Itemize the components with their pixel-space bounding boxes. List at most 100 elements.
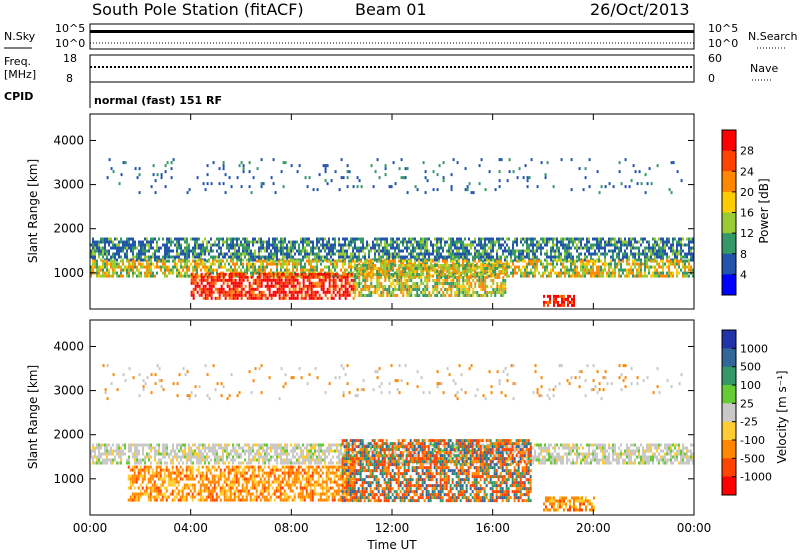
echo-cell — [376, 260, 378, 263]
echo-cell — [253, 176, 255, 179]
echo-cell — [498, 285, 500, 288]
echo-cell — [368, 256, 370, 259]
echo-cell — [310, 459, 312, 462]
echo-cell — [196, 260, 198, 263]
echo-cell — [484, 288, 486, 291]
echo-cell — [194, 256, 196, 259]
echo-cell — [366, 279, 368, 282]
echo-cell — [232, 444, 234, 447]
echo-cell — [450, 260, 452, 263]
echo-cell — [156, 241, 158, 244]
echo-cell — [380, 282, 382, 285]
echo-cell — [158, 256, 160, 259]
echo-cell — [620, 241, 622, 244]
echo-cell — [140, 459, 142, 462]
echo-cell — [656, 253, 658, 256]
colorbar-tick-label: 24 — [740, 165, 754, 178]
echo-cell — [444, 288, 446, 291]
echo-cell — [582, 260, 584, 263]
echo-cell — [308, 256, 310, 259]
echo-cell — [182, 250, 184, 253]
echo-cell — [358, 270, 360, 273]
echo-cell — [476, 244, 478, 247]
echo-cell — [268, 459, 270, 462]
echo-cell — [616, 256, 618, 259]
echo-cell — [220, 247, 222, 250]
echo-cell — [132, 263, 134, 266]
echo-cell — [311, 285, 313, 288]
echo-cell — [172, 459, 174, 462]
echo-cell — [570, 263, 572, 266]
echo-cell — [566, 250, 568, 253]
echo-cell — [370, 282, 372, 285]
echo-cell — [446, 276, 448, 279]
echo-cell — [613, 185, 615, 188]
echo-cell — [392, 253, 394, 256]
echo-cell — [644, 238, 646, 241]
echo-cell — [234, 247, 236, 250]
echo-cell — [230, 459, 232, 462]
echo-cell — [594, 260, 596, 263]
echo-cell — [434, 267, 436, 270]
echo-cell — [634, 247, 636, 250]
echo-cell — [394, 279, 396, 282]
echo-cell — [228, 453, 230, 456]
echo-cell — [558, 272, 560, 275]
echo-cell — [231, 294, 233, 297]
echo-cell — [100, 275, 102, 278]
echo-cell — [334, 241, 336, 244]
echo-cell — [580, 244, 582, 247]
echo-cell — [227, 285, 229, 288]
echo-cell — [550, 272, 552, 275]
echo-cell — [370, 247, 372, 250]
echo-cell — [502, 238, 504, 241]
echo-cell — [172, 241, 174, 244]
echo-cell — [180, 247, 182, 250]
echo-cell — [340, 269, 342, 272]
echo-cell — [200, 444, 202, 447]
echo-cell — [224, 253, 226, 256]
echo-cell — [488, 270, 490, 273]
echo-cell — [486, 267, 488, 270]
echo-cell — [484, 279, 486, 282]
echo-cell — [642, 263, 644, 266]
echo-cell — [362, 250, 364, 253]
echo-cell — [199, 294, 201, 297]
echo-cell — [186, 241, 188, 244]
echo-cell — [490, 238, 492, 241]
echo-cell — [180, 450, 182, 453]
echo-cell — [598, 244, 600, 247]
echo-cell — [182, 266, 184, 269]
echo-cell — [522, 272, 524, 275]
echo-cell — [382, 285, 384, 288]
echo-cell — [158, 444, 160, 447]
echo-cell — [203, 291, 205, 294]
echo-cell — [150, 456, 152, 459]
echo-cell — [608, 250, 610, 253]
echo-cell — [257, 285, 259, 288]
y-tick-label: 2000 — [53, 222, 84, 236]
echo-cell — [374, 267, 376, 270]
echo-cell — [599, 191, 601, 194]
echo-cell — [290, 462, 292, 465]
echo-cell — [180, 275, 182, 278]
echo-cell — [579, 167, 581, 170]
echo-cell — [251, 294, 253, 297]
echo-cell — [210, 244, 212, 247]
echo-cell — [321, 282, 323, 285]
echo-cell — [556, 247, 558, 250]
echo-cell — [354, 244, 356, 247]
echo-cell — [528, 238, 530, 241]
echo-cell — [108, 244, 110, 247]
echo-cell — [418, 253, 420, 256]
echo-cell — [309, 297, 311, 300]
echo-cell — [362, 267, 364, 270]
echo-cell — [106, 250, 108, 253]
echo-cell — [274, 450, 276, 453]
echo-cell — [474, 270, 476, 273]
echo-cell — [266, 459, 268, 462]
echo-cell — [261, 279, 263, 282]
echo-cell — [251, 288, 253, 291]
echo-cell — [178, 256, 180, 259]
echo-cell — [356, 256, 358, 259]
